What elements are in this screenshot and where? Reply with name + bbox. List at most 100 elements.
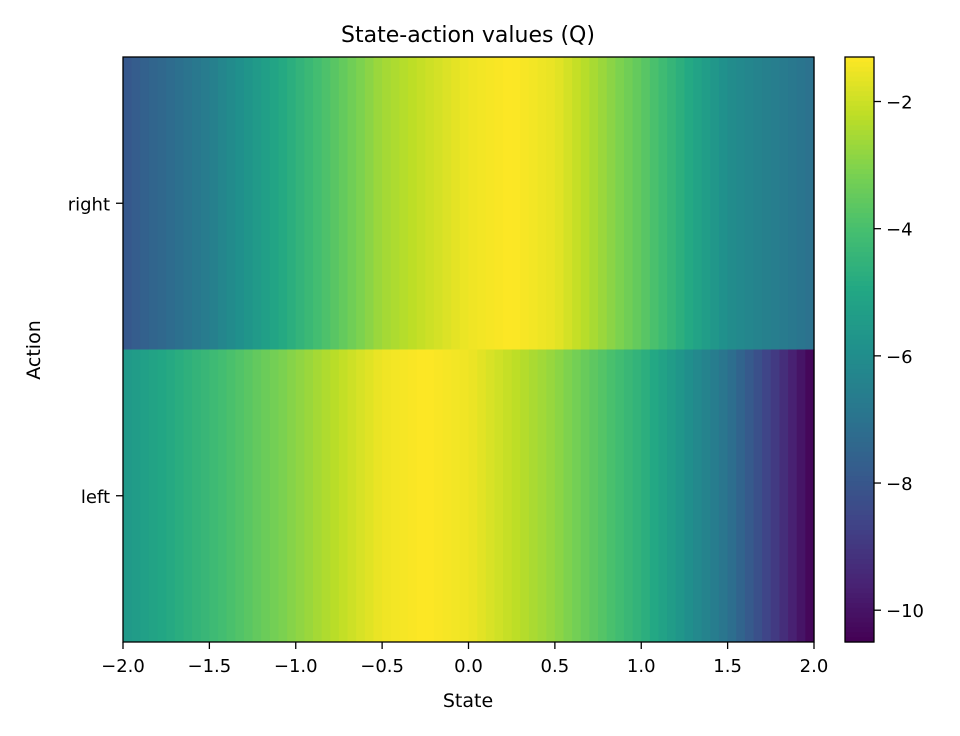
heatmap-cell: [140, 349, 150, 642]
colorbar-segment: [845, 71, 874, 78]
colorbar-segment: [845, 373, 874, 380]
colorbar-segment: [845, 237, 874, 243]
heatmap-cell: [580, 349, 591, 642]
heatmap-cell: [520, 349, 530, 642]
colorbar-segment: [845, 120, 874, 126]
colorbar-segment: [845, 281, 874, 287]
heatmap-cell: [494, 57, 504, 350]
colorbar-segment: [845, 227, 874, 234]
heatmap-cell: [632, 57, 642, 350]
heatmap-cell: [684, 57, 694, 350]
heatmap-cell: [131, 349, 141, 642]
heatmap-cell: [183, 349, 193, 642]
heatmap-cell: [641, 57, 651, 350]
colorbar-segment: [845, 300, 874, 307]
colorbar-segment: [845, 213, 874, 219]
colorbar-segment: [845, 451, 874, 458]
heatmap-cell: [615, 57, 625, 350]
colorbar-segment: [845, 466, 874, 472]
heatmap-cell: [425, 57, 435, 350]
heatmap-cells: [123, 57, 815, 642]
heatmap-cell: [503, 57, 513, 350]
colorbar-segment: [845, 447, 874, 453]
colorbar-segment: [845, 291, 874, 297]
heatmap-cell: [416, 349, 426, 642]
x-tick-label: 1.0: [627, 656, 656, 677]
colorbar-segment: [845, 183, 874, 190]
heatmap-cell: [373, 349, 383, 642]
colorbar-segment: [845, 315, 874, 321]
colorbar-segment: [845, 544, 874, 550]
colorbar-segment: [845, 66, 874, 73]
colorbar-segment: [845, 86, 874, 92]
heatmap-cell: [174, 57, 185, 350]
colorbar-segment: [845, 364, 874, 370]
heatmap-cell: [382, 349, 392, 642]
heatmap-cell: [200, 57, 210, 350]
heatmap-cell: [779, 57, 789, 350]
heatmap-cell: [736, 57, 746, 350]
colorbar-segment: [845, 461, 874, 468]
colorbar-segment: [845, 422, 874, 429]
heatmap-cell: [641, 349, 651, 642]
heatmap-cell: [235, 349, 245, 642]
heatmap-cell: [710, 57, 720, 350]
colorbar-segment: [845, 627, 874, 633]
colorbar-segment: [845, 412, 874, 419]
heatmap-cell: [287, 349, 297, 642]
heatmap-cell: [295, 57, 305, 350]
heatmap-cell: [226, 57, 236, 350]
heatmap-cell: [710, 349, 720, 642]
heatmap-cell: [727, 349, 737, 642]
heatmap-cell: [192, 57, 202, 350]
colorbar-segment: [845, 154, 874, 160]
heatmap-cell: [615, 349, 625, 642]
colorbar-segment: [845, 286, 874, 292]
heatmap-cell: [148, 349, 159, 642]
heatmap-cell: [546, 57, 556, 350]
colorbar-segment: [845, 529, 874, 536]
colorbar-segment: [845, 403, 874, 409]
heatmap-cell: [364, 349, 375, 642]
heatmap-cell: [192, 349, 202, 642]
colorbar-segment: [845, 295, 874, 302]
heatmap-cell: [744, 349, 755, 642]
heatmap-cell: [382, 57, 392, 350]
heatmap-cell: [770, 349, 781, 642]
heatmap-cell: [261, 57, 271, 350]
heatmap-cell: [287, 57, 297, 350]
colorbar-tick-label: −6: [886, 347, 913, 368]
x-axis-label: State: [443, 690, 493, 712]
colorbar-segment: [845, 344, 874, 351]
colorbar-segment: [845, 164, 874, 170]
colorbar-segment: [845, 607, 874, 614]
colorbar-segment: [845, 81, 874, 87]
colorbar-segment: [845, 359, 874, 365]
colorbar-segment: [845, 456, 874, 463]
heatmap-cell: [451, 349, 461, 642]
heatmap-cell: [218, 57, 228, 350]
heatmap-cell: [667, 349, 677, 642]
heatmap-cell: [589, 57, 599, 350]
heatmap-cell: [330, 57, 340, 350]
colorbar-segment: [845, 388, 874, 394]
heatmap-cell: [701, 349, 711, 642]
heatmap-cell: [658, 349, 668, 642]
heatmap-cell: [606, 349, 616, 642]
heatmap-cell: [183, 57, 193, 350]
y-axis-label: Action: [23, 320, 45, 380]
heatmap-cell: [321, 349, 331, 642]
colorbar-segment: [845, 232, 874, 238]
colorbar-segment: [845, 208, 874, 214]
heatmap-cell: [157, 57, 167, 350]
colorbar-segment: [845, 549, 874, 555]
colorbar-segment: [845, 408, 874, 414]
colorbar-segment: [845, 276, 874, 282]
heatmap-cell: [753, 57, 763, 350]
heatmap-cell: [356, 57, 366, 350]
colorbar-segment: [845, 505, 874, 511]
heatmap-cell: [390, 57, 400, 350]
x-tick-label: 0.5: [541, 656, 570, 677]
heatmap-cell: [252, 57, 262, 350]
heatmap-cell: [373, 57, 383, 350]
